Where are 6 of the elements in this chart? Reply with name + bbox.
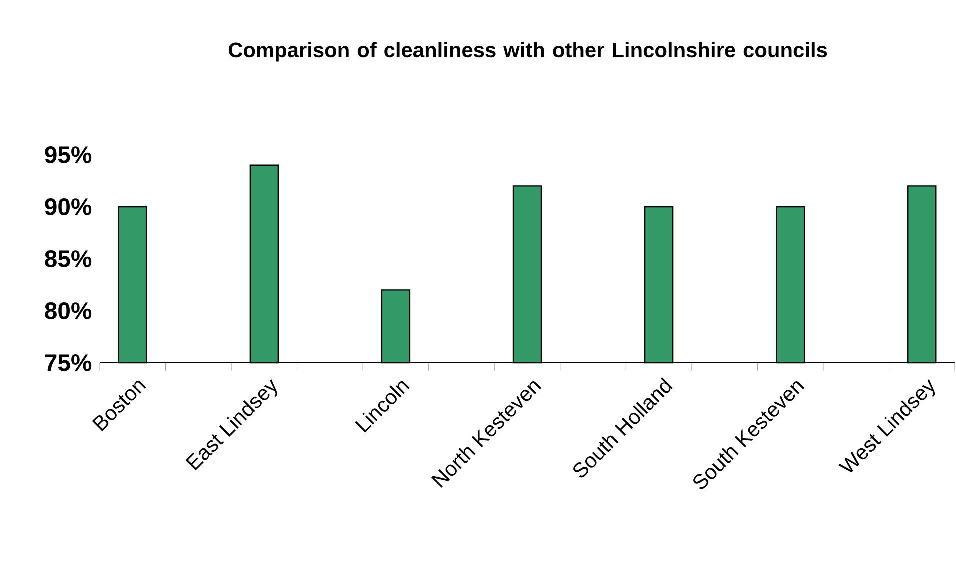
y-tick-label: 80% — [45, 302, 92, 320]
y-tick-label: 90% — [45, 198, 92, 216]
y-tick-label: 95% — [45, 146, 92, 164]
chart-title: Comparison of cleanliness with other Lincolnshire councils — [228, 42, 828, 62]
y-tick-label: 85% — [45, 250, 92, 268]
y-tick-label: 75% — [45, 354, 92, 372]
